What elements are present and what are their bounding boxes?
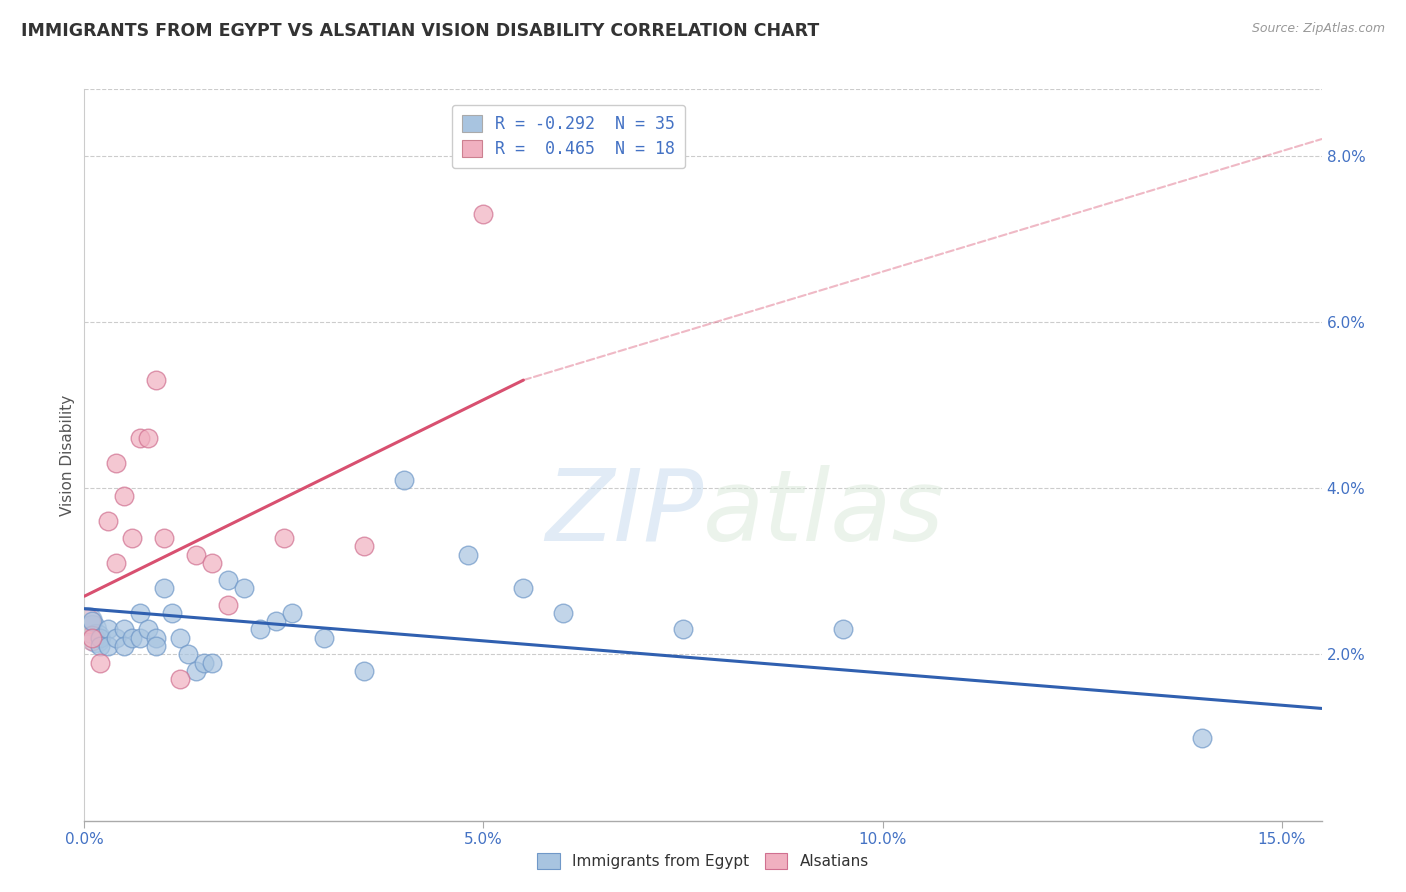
Text: atlas: atlas bbox=[703, 465, 945, 562]
Point bbox=[457, 548, 479, 562]
Point bbox=[153, 531, 176, 545]
Point bbox=[472, 207, 495, 221]
Point bbox=[112, 623, 135, 637]
Point bbox=[89, 656, 111, 670]
Point bbox=[672, 623, 695, 637]
Point bbox=[353, 664, 375, 678]
Point bbox=[233, 581, 256, 595]
Point bbox=[77, 614, 100, 628]
Point bbox=[217, 598, 239, 612]
Point bbox=[97, 623, 120, 637]
Point bbox=[129, 606, 152, 620]
Point bbox=[105, 556, 128, 570]
Point bbox=[82, 614, 104, 628]
Point bbox=[353, 539, 375, 553]
Point bbox=[392, 473, 415, 487]
Point bbox=[184, 548, 207, 562]
Legend: Immigrants from Egypt, Alsatians: Immigrants from Egypt, Alsatians bbox=[531, 847, 875, 875]
Point bbox=[97, 639, 120, 653]
Point bbox=[201, 556, 224, 570]
Point bbox=[97, 515, 120, 529]
Point bbox=[89, 639, 111, 653]
Point bbox=[169, 673, 191, 687]
Point bbox=[136, 431, 159, 445]
Point bbox=[145, 639, 167, 653]
Point bbox=[129, 631, 152, 645]
Text: Source: ZipAtlas.com: Source: ZipAtlas.com bbox=[1251, 22, 1385, 36]
Point bbox=[112, 639, 135, 653]
Text: ZIP: ZIP bbox=[544, 465, 703, 562]
Point bbox=[86, 631, 108, 645]
Point bbox=[831, 623, 853, 637]
Point bbox=[281, 606, 304, 620]
Point bbox=[264, 614, 287, 628]
Point bbox=[153, 581, 176, 595]
Point bbox=[553, 606, 575, 620]
Point bbox=[177, 648, 200, 662]
Point bbox=[82, 631, 104, 645]
Y-axis label: Vision Disability: Vision Disability bbox=[60, 394, 75, 516]
Point bbox=[160, 606, 183, 620]
Point bbox=[105, 631, 128, 645]
Point bbox=[193, 656, 215, 670]
Point bbox=[201, 656, 224, 670]
Point bbox=[82, 631, 104, 645]
Point bbox=[312, 631, 335, 645]
Legend: R = -0.292  N = 35, R =  0.465  N = 18: R = -0.292 N = 35, R = 0.465 N = 18 bbox=[451, 105, 685, 168]
Point bbox=[136, 623, 159, 637]
Text: IMMIGRANTS FROM EGYPT VS ALSATIAN VISION DISABILITY CORRELATION CHART: IMMIGRANTS FROM EGYPT VS ALSATIAN VISION… bbox=[21, 22, 820, 40]
Point bbox=[89, 631, 111, 645]
Point bbox=[121, 531, 143, 545]
Point bbox=[129, 431, 152, 445]
Point bbox=[1191, 731, 1213, 745]
Point bbox=[112, 490, 135, 504]
Point bbox=[121, 631, 143, 645]
Point bbox=[145, 373, 167, 387]
Point bbox=[77, 614, 100, 628]
Point bbox=[169, 631, 191, 645]
Point bbox=[82, 623, 104, 637]
Point bbox=[217, 573, 239, 587]
Point bbox=[512, 581, 534, 595]
Point bbox=[249, 623, 271, 637]
Point bbox=[145, 631, 167, 645]
Point bbox=[273, 531, 295, 545]
Point bbox=[184, 664, 207, 678]
Point bbox=[105, 456, 128, 470]
